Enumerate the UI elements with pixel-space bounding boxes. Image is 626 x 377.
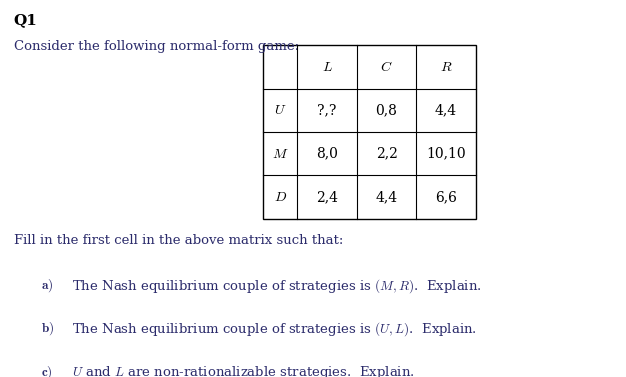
Text: $\mathbf{b)}$: $\mathbf{b)}$ bbox=[41, 320, 54, 337]
Text: Consider the following normal-form game:: Consider the following normal-form game: bbox=[14, 40, 299, 52]
Text: 2,4: 2,4 bbox=[316, 190, 338, 204]
Text: 6,6: 6,6 bbox=[435, 190, 457, 204]
Text: $\mathbf{c)}$: $\mathbf{c)}$ bbox=[41, 364, 53, 377]
Text: The Nash equilibrium couple of strategies is $(U, L)$.  Explain.: The Nash equilibrium couple of strategie… bbox=[72, 320, 477, 338]
Text: $D$: $D$ bbox=[274, 190, 287, 204]
Text: $C$: $C$ bbox=[380, 60, 393, 74]
Text: $R$: $R$ bbox=[439, 60, 453, 74]
Text: $\mathbf{a)}$: $\mathbf{a)}$ bbox=[41, 277, 53, 294]
Text: 4,4: 4,4 bbox=[435, 103, 457, 117]
Text: $M$: $M$ bbox=[272, 147, 289, 161]
Text: 4,4: 4,4 bbox=[376, 190, 398, 204]
Bar bbox=[263, 45, 476, 219]
Text: 8,0: 8,0 bbox=[316, 147, 338, 161]
Text: The Nash equilibrium couple of strategies is $(M, R)$.  Explain.: The Nash equilibrium couple of strategie… bbox=[72, 277, 482, 295]
Text: 10,10: 10,10 bbox=[426, 147, 466, 161]
Text: $U$: $U$ bbox=[274, 103, 286, 117]
Text: Q1: Q1 bbox=[14, 13, 38, 27]
Text: ?,?: ?,? bbox=[317, 103, 337, 117]
Text: 0,8: 0,8 bbox=[376, 103, 398, 117]
Text: Fill in the first cell in the above matrix such that:: Fill in the first cell in the above matr… bbox=[14, 234, 343, 247]
Text: $L$: $L$ bbox=[322, 60, 332, 74]
Text: $U$ and $L$ are non-rationalizable strategies.  Explain.: $U$ and $L$ are non-rationalizable strat… bbox=[72, 364, 414, 377]
Text: 2,2: 2,2 bbox=[376, 147, 398, 161]
